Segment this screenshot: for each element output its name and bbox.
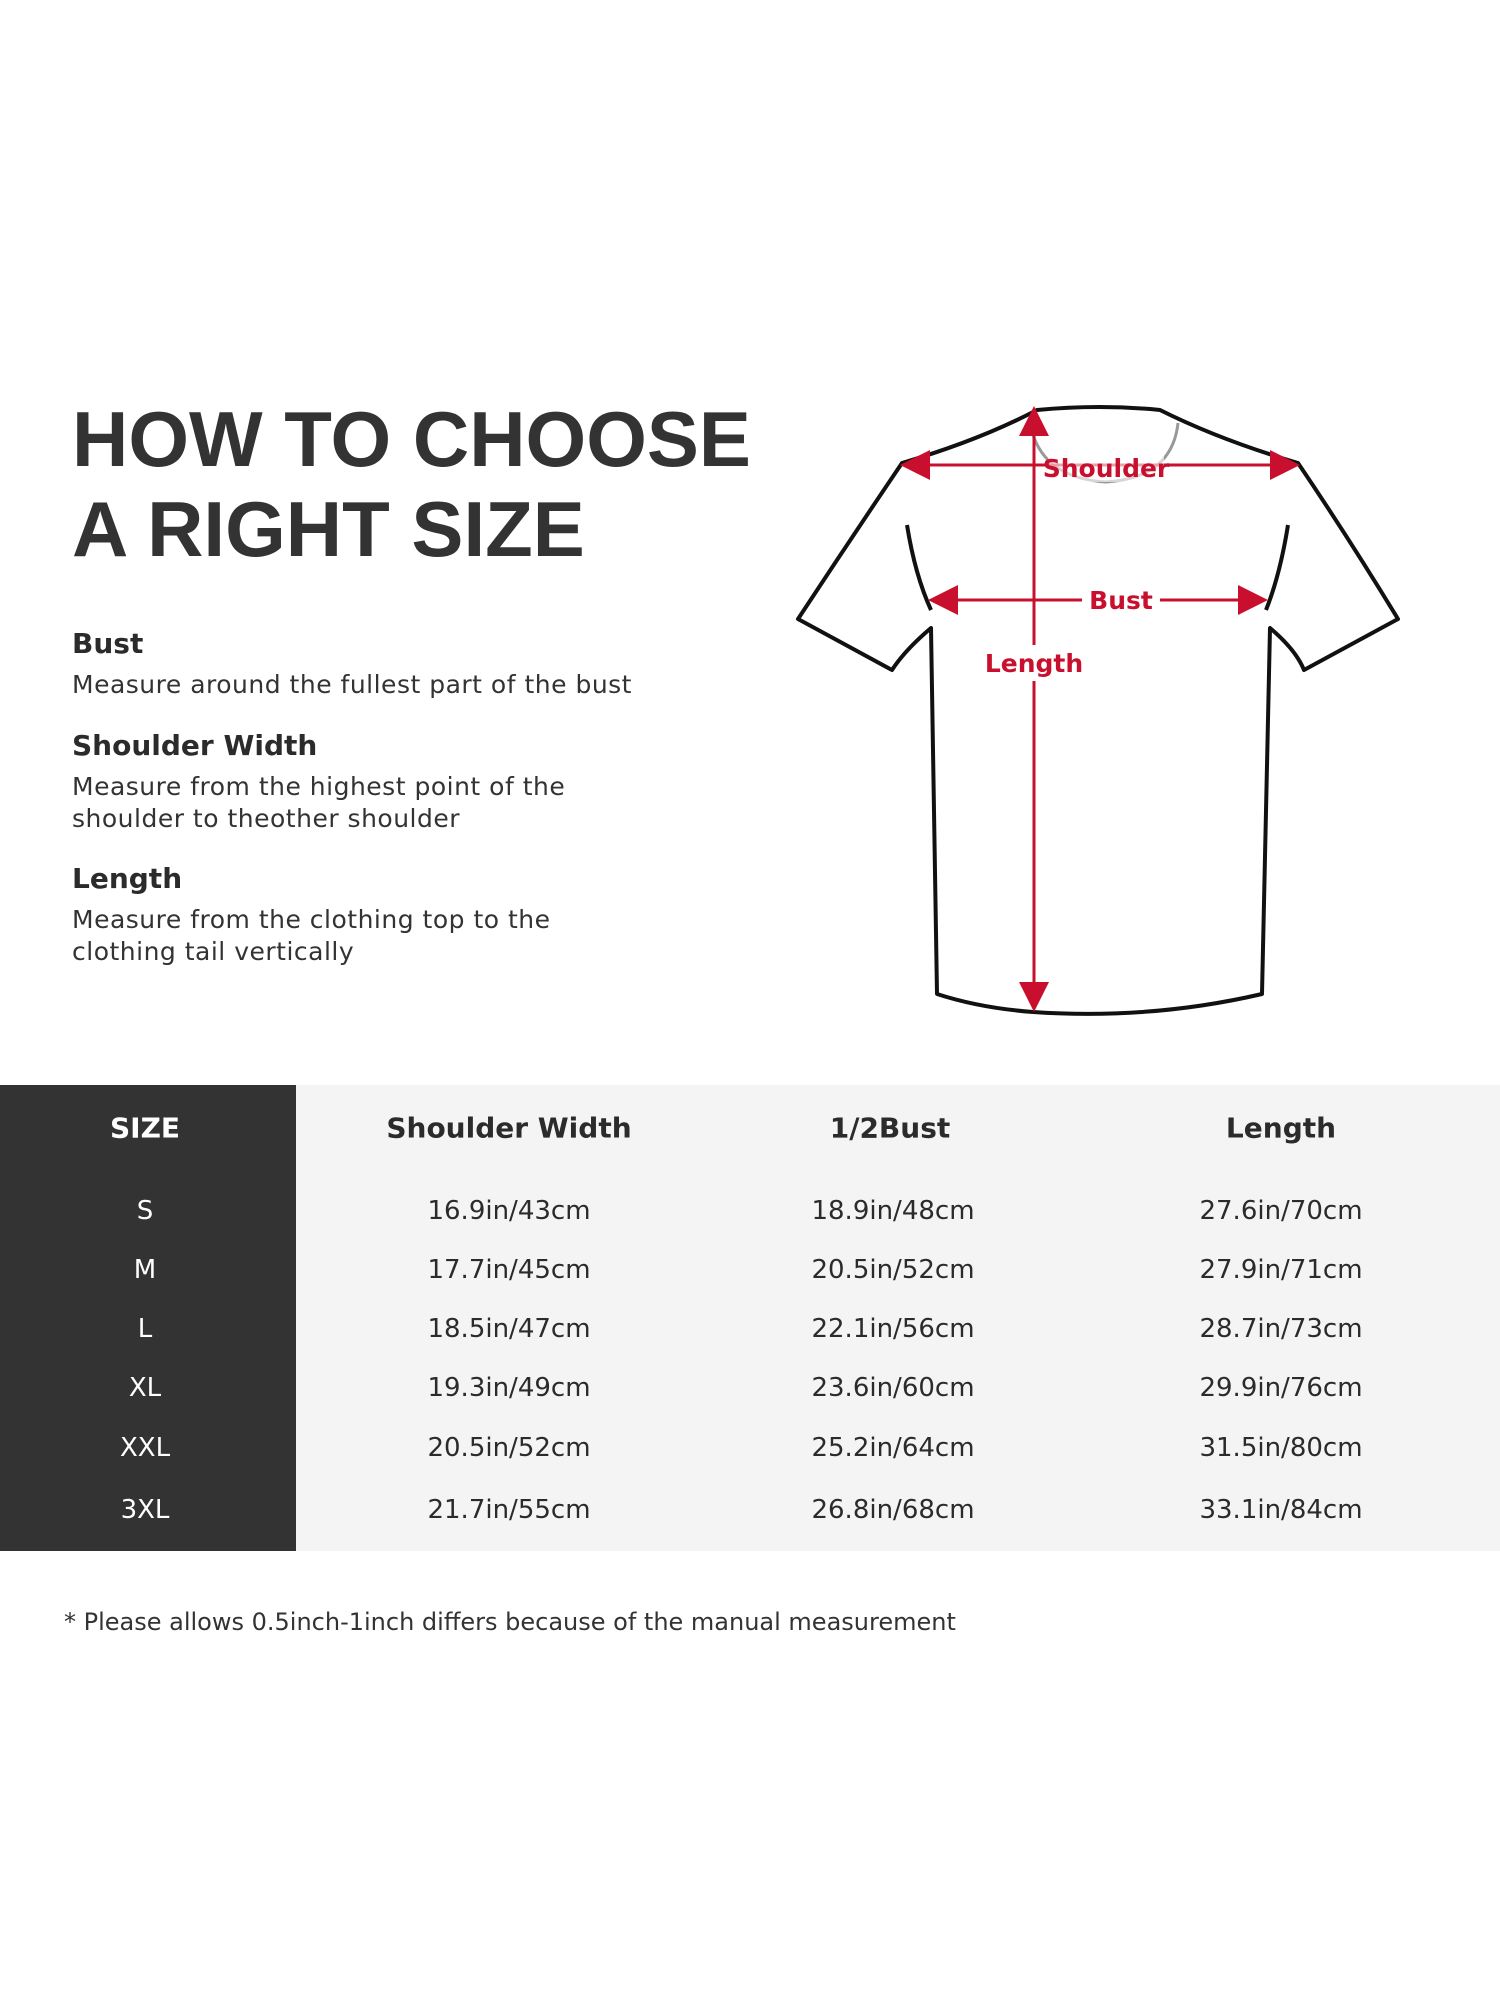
measurement-cell: 25.2in/64cm — [811, 1433, 975, 1463]
page-title-line-1: HOW TO CHOOSE — [72, 395, 751, 483]
measurement-cell: 27.9in/71cm — [1199, 1255, 1363, 1285]
size-cell: XL — [128, 1373, 162, 1403]
guide-heading-shoulder: Shoulder Width — [72, 729, 318, 762]
measurement-cell: 20.5in/52cm — [427, 1433, 591, 1463]
header-shoulder-width: Shoulder Width — [386, 1111, 632, 1145]
measurement-cell: 33.1in/84cm — [1199, 1495, 1363, 1525]
guide-desc-length-2: clothing tail vertically — [72, 937, 355, 966]
measurement-cell: 29.9in/76cm — [1199, 1373, 1363, 1403]
guide-desc-length-1: Measure from the clothing top to the — [72, 905, 551, 934]
page-title-line-2: A RIGHT SIZE — [72, 485, 585, 573]
size-cell: M — [133, 1255, 157, 1285]
armhole-left — [905, 524, 933, 611]
header-length: Length — [1225, 1111, 1337, 1145]
size-cell: XXL — [119, 1433, 171, 1463]
measurement-cell: 16.9in/43cm — [427, 1196, 591, 1226]
header-size: SIZE — [109, 1111, 181, 1145]
measurement-cell: 18.9in/48cm — [811, 1196, 975, 1226]
size-column-bg — [0, 1085, 296, 1551]
measurement-cell: 21.7in/55cm — [427, 1495, 591, 1525]
guide-heading-bust: Bust — [72, 627, 144, 660]
shoulder-label: Shoulder — [1043, 454, 1170, 483]
measurement-cell: 19.3in/49cm — [427, 1373, 591, 1403]
measurement-cell: 18.5in/47cm — [427, 1314, 591, 1344]
size-cell: 3XL — [120, 1495, 170, 1525]
guide-desc-bust: Measure around the fullest part of the b… — [72, 670, 632, 699]
measurement-cell: 20.5in/52cm — [811, 1255, 975, 1285]
measurement-cell: 22.1in/56cm — [811, 1314, 975, 1344]
header-half-bust: 1/2Bust — [829, 1111, 951, 1145]
measurement-cell: 27.6in/70cm — [1199, 1196, 1363, 1226]
guide-desc-shoulder-1: Measure from the highest point of the — [72, 772, 566, 801]
footnote: * Please allows 0.5inch-1inch differs be… — [64, 1608, 956, 1636]
measurement-cell: 26.8in/68cm — [811, 1495, 975, 1525]
bust-label: Bust — [1089, 586, 1153, 615]
measurement-cell: 17.7in/45cm — [427, 1255, 591, 1285]
measurement-cell: 23.6in/60cm — [811, 1373, 975, 1403]
size-cell: S — [136, 1196, 154, 1226]
tshirt-outline — [796, 405, 1400, 1016]
guide-desc-shoulder-2: shoulder to theother shoulder — [72, 804, 461, 833]
armhole-right — [1264, 524, 1290, 611]
measurement-cell: 31.5in/80cm — [1199, 1433, 1363, 1463]
size-table: SIZE Shoulder Width 1/2Bust Length S 16.9… — [0, 1085, 1500, 1551]
guide-heading-length: Length — [72, 862, 183, 895]
size-cell: L — [137, 1314, 153, 1344]
length-label: Length — [985, 649, 1083, 678]
measurement-cell: 28.7in/73cm — [1199, 1314, 1363, 1344]
tshirt-diagram: Shoulder Bust Length — [796, 405, 1400, 1016]
